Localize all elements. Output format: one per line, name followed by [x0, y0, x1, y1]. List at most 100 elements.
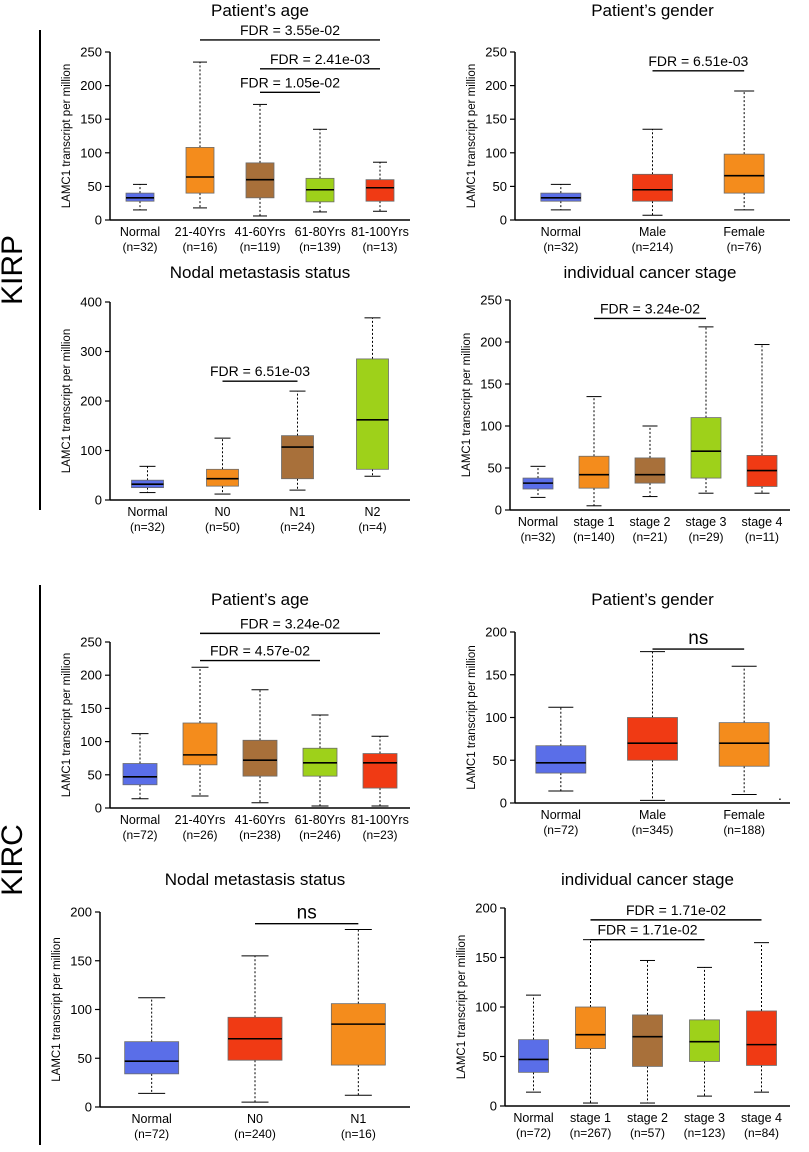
box-body — [518, 1039, 549, 1073]
count-label: (n=72) — [122, 828, 157, 842]
y-tick-label: 150 — [485, 112, 507, 127]
significance-label: ns — [688, 628, 708, 649]
x-tick-label: Normal — [541, 225, 581, 239]
box-2 — [185, 61, 215, 209]
x-tick-label: Normal — [132, 1112, 172, 1126]
x-tick-label: Female — [723, 808, 765, 822]
box-body — [690, 417, 722, 479]
count-label: (n=188) — [723, 823, 765, 837]
x-tick-label: 61-80Yrs — [295, 225, 346, 239]
count-label: (n=345) — [632, 823, 674, 837]
y-tick-label: 50 — [493, 179, 507, 194]
y-tick-label: 0 — [495, 503, 502, 518]
significance-label: FDR = 6.51e-03 — [648, 53, 748, 69]
box-1 — [522, 465, 554, 498]
count-label: (n=140) — [573, 530, 615, 544]
box-1 — [535, 706, 587, 792]
count-label: (n=139) — [299, 240, 341, 254]
significance-label: FDR = 4.57e-02 — [210, 643, 310, 659]
x-tick-label: Normal — [120, 813, 160, 827]
box-5 — [362, 735, 398, 807]
y-tick-label: 0 — [490, 1099, 497, 1114]
x-tick-label: N2 — [365, 505, 381, 519]
x-tick-label: Normal — [541, 808, 581, 822]
x-tick-label: N1 — [350, 1112, 366, 1126]
box-body — [535, 745, 587, 774]
box-2 — [227, 955, 283, 1103]
box-1 — [122, 733, 158, 800]
y-tick-label: 200 — [80, 394, 102, 409]
group-label-kirc: KIRC — [0, 824, 29, 896]
count-label: (n=32) — [543, 240, 578, 254]
count-label: (n=72) — [516, 1126, 551, 1140]
box-4 — [302, 714, 338, 807]
chart-panel: Nodal metastasis status LAMC1 transcript … — [61, 263, 410, 534]
chart-panel: individual cancer stage LAMC1 transcript … — [456, 870, 790, 1140]
significance-label: FDR = 3.55e-02 — [240, 22, 340, 38]
chart-panel: Patient’s gender LAMC1 transcript per mil… — [466, 590, 790, 837]
count-label: (n=32) — [122, 240, 157, 254]
x-tick-label: Male — [639, 225, 666, 239]
count-label: (n=16) — [182, 240, 217, 254]
chart-title: Patient’s age — [211, 590, 309, 609]
y-axis-label: LAMC1 transcript per million — [61, 329, 73, 473]
box-body — [632, 173, 673, 202]
y-tick-label: 150 — [80, 701, 102, 716]
significance-label: FDR = 3.24e-02 — [240, 615, 340, 631]
box-body — [365, 179, 395, 202]
x-tick-label: stage 3 — [685, 515, 726, 529]
x-tick-label: stage 4 — [741, 515, 782, 529]
box-2 — [627, 651, 678, 801]
x-tick-label: Normal — [513, 1111, 553, 1125]
box-body — [578, 455, 610, 489]
x-tick-label: 21-40Yrs — [175, 225, 226, 239]
y-tick-label: 200 — [480, 335, 502, 350]
y-tick-label: 0 — [95, 213, 102, 228]
y-tick-label: 100 — [480, 419, 502, 434]
box-body — [689, 1019, 720, 1062]
box-body — [627, 717, 678, 761]
box-body — [185, 147, 215, 194]
stray-dot: . — [778, 787, 782, 803]
box-4 — [689, 966, 720, 1097]
count-label: (n=21) — [632, 530, 667, 544]
y-axis-label: LAMC1 transcript per million — [51, 937, 63, 1081]
significance-label: FDR = 2.41e-03 — [270, 51, 370, 67]
x-tick-label: Female — [723, 225, 765, 239]
significance-label: ns — [297, 903, 317, 924]
chart-title: Patient’s gender — [591, 1, 714, 20]
chart-title: Nodal metastasis status — [165, 870, 345, 889]
chart-title: individual cancer stage — [561, 870, 734, 889]
y-tick-label: 100 — [485, 710, 507, 725]
count-label: (n=4) — [358, 520, 386, 534]
box-2 — [575, 939, 606, 1104]
box-body — [242, 739, 278, 777]
y-tick-label: 50 — [88, 767, 102, 782]
y-tick-label: 150 — [70, 953, 92, 968]
count-label: (n=13) — [362, 240, 397, 254]
significance-label: FDR = 1.71e-02 — [626, 902, 726, 918]
y-tick-label: 200 — [485, 78, 507, 93]
box-4 — [356, 317, 389, 477]
x-tick-label: 81-100Yrs — [351, 225, 409, 239]
y-tick-label: 250 — [80, 45, 102, 60]
y-tick-label: 200 — [80, 668, 102, 683]
count-label: (n=26) — [182, 828, 217, 842]
x-tick-label: stage 2 — [627, 1111, 668, 1125]
count-label: (n=32) — [130, 520, 165, 534]
count-label: (n=72) — [134, 1127, 169, 1141]
y-tick-label: 100 — [475, 1000, 497, 1015]
y-tick-label: 200 — [70, 905, 92, 920]
x-tick-label: Normal — [127, 505, 167, 519]
box-body — [330, 1003, 386, 1066]
y-tick-label: 200 — [475, 901, 497, 916]
chart-panel: individual cancer stage LAMC1 transcript … — [461, 263, 790, 544]
box-5 — [746, 344, 778, 494]
group-label-kirp: KIRP — [0, 235, 29, 305]
y-tick-label: 150 — [480, 377, 502, 392]
y-tick-label: 100 — [485, 145, 507, 160]
x-tick-label: 41-60Yrs — [235, 813, 286, 827]
y-axis-label: LAMC1 transcript per million — [461, 333, 473, 477]
